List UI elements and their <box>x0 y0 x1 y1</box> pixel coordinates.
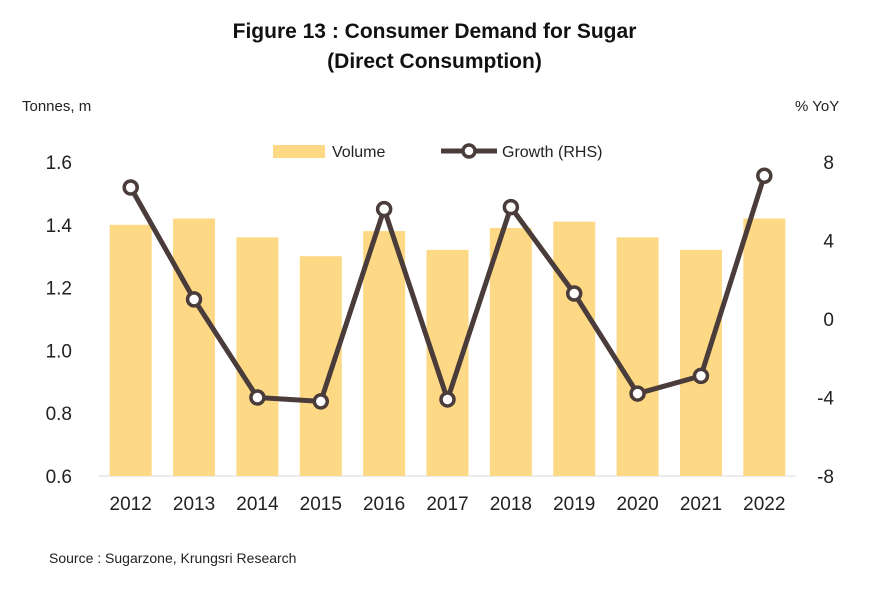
x-tick-label: 2022 <box>743 494 785 515</box>
left-tick-label: 0.6 <box>46 467 72 488</box>
x-tick-label: 2021 <box>680 494 722 515</box>
bar-2013 <box>173 218 216 476</box>
left-axis-ticks: 1.6 1.4 1.2 1.0 0.8 0.6 <box>46 153 73 488</box>
growth-point-2020 <box>629 385 646 402</box>
legend-label-volume: Volume <box>332 144 385 161</box>
source-note: Source : Sugarzone, Krungsri Research <box>49 550 297 566</box>
left-tick-label: 1.6 <box>46 153 72 174</box>
growth-point-2016 <box>375 200 393 218</box>
legend-label-growth: Growth (RHS) <box>502 144 602 161</box>
bar-2014 <box>236 237 279 476</box>
right-tick-label: 0 <box>823 310 834 331</box>
bar-2018 <box>489 227 532 476</box>
bar-2016 <box>363 231 406 476</box>
bar-2012 <box>109 224 152 476</box>
x-tick-label: 2020 <box>616 494 658 515</box>
growth-point-2019 <box>565 285 583 302</box>
x-tick-label: 2019 <box>553 494 595 515</box>
x-tick-label: 2012 <box>110 494 152 515</box>
x-tick-label: 2013 <box>173 494 215 515</box>
bar-2015 <box>299 256 342 476</box>
left-tick-label: 1.0 <box>46 341 72 362</box>
right-tick-label: -4 <box>817 389 834 410</box>
left-axis-unit-label: Tonnes, m <box>22 98 92 115</box>
growth-point-2012 <box>122 179 139 196</box>
growth-point-2015 <box>312 393 330 410</box>
chart-title: Figure 13 : Consumer Demand for Sugar <box>232 20 637 43</box>
legend-swatch-volume <box>273 145 325 158</box>
chart-legend: Volume Growth (RHS) <box>273 143 602 161</box>
left-tick-label: 1.4 <box>46 216 73 237</box>
left-tick-label: 0.8 <box>46 404 72 425</box>
x-tick-label: 2015 <box>300 494 342 515</box>
growth-point-2017 <box>439 391 456 408</box>
right-tick-label: -8 <box>817 467 834 488</box>
growth-point-2021 <box>692 367 710 385</box>
right-axis-ticks: 8 4 0 -4 -8 <box>817 153 834 488</box>
bar-2022 <box>743 218 786 476</box>
growth-point-2013 <box>185 291 203 308</box>
growth-line-series <box>122 167 773 410</box>
right-axis-unit-label: % YoY <box>795 98 840 115</box>
bar-2021 <box>679 249 722 476</box>
right-tick-label: 8 <box>823 153 834 174</box>
x-tick-label: 2016 <box>363 494 405 515</box>
growth-point-2018 <box>502 198 520 216</box>
x-tick-label: 2014 <box>236 494 279 515</box>
legend-marker-growth <box>461 143 477 159</box>
x-tick-label: 2018 <box>490 494 532 515</box>
right-tick-label: 4 <box>823 232 834 253</box>
bar-series <box>109 218 786 476</box>
x-axis-ticks: 2012 2013 2014 2015 2016 2017 2018 2019 2020 2021… <box>110 494 786 515</box>
x-tick-label: 2017 <box>426 494 468 515</box>
bar-2020 <box>616 237 659 476</box>
bar-2019 <box>553 221 596 476</box>
chart-subtitle: (Direct Consumption) <box>327 50 542 73</box>
left-tick-label: 1.2 <box>46 279 72 300</box>
growth-point-2014 <box>249 389 266 406</box>
growth-point-2022 <box>756 167 773 184</box>
